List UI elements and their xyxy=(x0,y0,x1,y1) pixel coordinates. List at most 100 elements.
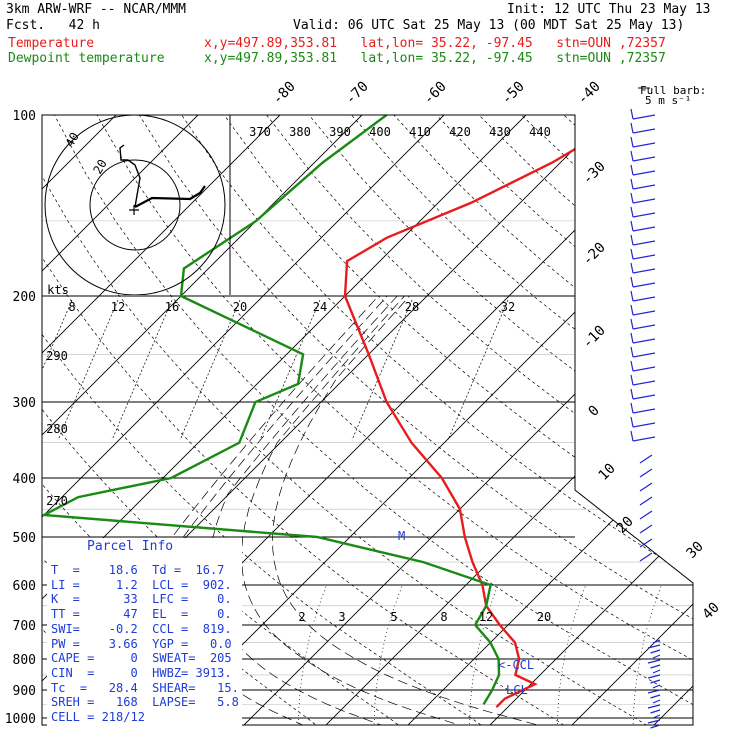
wind-barb-flag xyxy=(630,318,634,330)
parcel-info-title: Parcel Info xyxy=(87,539,174,554)
pressure-tick-label: 500 xyxy=(13,531,36,546)
temperature-tick-label: -70 xyxy=(343,79,372,108)
dewpoint-profile xyxy=(42,115,501,706)
wind-barb xyxy=(632,268,656,274)
wind-barb-flag xyxy=(630,276,634,288)
dry-adiabat xyxy=(266,115,693,725)
wind-barb xyxy=(632,198,656,204)
wind-barb xyxy=(632,240,656,246)
mixing-ratio-label: 5 xyxy=(390,610,397,624)
hodograph-speed-label: kts xyxy=(47,283,69,297)
mixing-ratio-line xyxy=(556,584,587,725)
wind-barb xyxy=(650,664,661,669)
mixing-ratio-label: 8 xyxy=(440,610,447,624)
isotherm-line xyxy=(564,115,693,725)
mixing-ratio-line xyxy=(468,584,499,725)
isotherm-line xyxy=(42,115,445,725)
pressure-tick-label: 1000 xyxy=(5,712,36,727)
temperature-legend-label: Temperature xyxy=(8,36,95,51)
temperature-tick-label: 10 xyxy=(596,461,619,484)
theta-label: 400 xyxy=(369,125,391,139)
pressure-tick-label: 700 xyxy=(13,619,36,634)
parcel-info-line: SREH = 168 LAPSE= 5.8 xyxy=(51,695,239,710)
wind-barb xyxy=(647,719,661,724)
temperature-tick-label: -30 xyxy=(580,159,609,188)
mixing-ratio-label: 12 xyxy=(479,610,493,624)
temperature-profile xyxy=(343,115,634,709)
isotherm-line xyxy=(42,115,527,725)
wind-barb-flag xyxy=(630,262,634,274)
wind-barb xyxy=(632,310,656,316)
pressure-tick-label: 300 xyxy=(13,396,36,411)
wind-barb xyxy=(647,674,661,679)
parcel-info-line: CELL = 218/12 xyxy=(51,710,145,724)
hodograph-speed-label: 16 xyxy=(165,300,179,314)
hodograph-trace-low xyxy=(134,185,206,208)
dry-adiabat xyxy=(42,115,491,725)
wind-barb xyxy=(639,538,653,548)
wind-barb-flag xyxy=(630,332,634,344)
level-marker: M xyxy=(398,529,405,543)
parcel-info-line: T = 18.6 Td = 16.7 xyxy=(51,563,225,577)
moist-adiabat xyxy=(241,295,484,725)
parcel-info-line: SWI= -0.2 CCL = 819. xyxy=(51,621,232,636)
wind-barb xyxy=(632,254,656,260)
parcel-info-line: K = 33 LFC = 0. xyxy=(51,592,232,607)
wind-barb xyxy=(632,170,656,176)
wind-barb xyxy=(647,644,661,649)
wind-barb-flag xyxy=(630,122,634,134)
isotherm-line xyxy=(482,115,693,725)
pressure-tick-label: 600 xyxy=(13,579,36,594)
dry-adiabat xyxy=(648,115,693,725)
temperature-tick-label: 20 xyxy=(614,514,637,537)
temperature-tick-label: 30 xyxy=(684,539,707,562)
hodograph-ring-label-20: 20 xyxy=(90,157,109,177)
temperature-station-info: x,y=497.89,353.81 lat,lon= 35.22, -97.45… xyxy=(204,36,666,51)
wind-barb xyxy=(639,496,653,506)
wind-barb xyxy=(647,704,661,709)
wind-barb xyxy=(632,436,656,442)
wind-barb xyxy=(647,659,661,664)
wind-barb xyxy=(652,639,661,644)
wind-barb xyxy=(652,714,661,719)
wind-barb xyxy=(647,689,661,694)
barb-legend-title: Full barb: xyxy=(640,84,706,97)
theta-label: 370 xyxy=(249,125,271,139)
wind-barb xyxy=(632,128,656,134)
dry-adiabat xyxy=(42,115,658,725)
hodograph-speed-arc xyxy=(259,299,321,441)
wind-barb-flag xyxy=(630,220,634,232)
init-time: Init: 12 UTC Thu 23 May 13 xyxy=(507,2,711,17)
wind-barb xyxy=(632,212,656,218)
wind-barb xyxy=(639,454,653,464)
hodograph-speed-label: 12 xyxy=(111,300,125,314)
wind-barb xyxy=(639,552,653,562)
hodograph-ring-40 xyxy=(44,115,226,295)
mixing-ratio-line xyxy=(373,584,403,725)
dewpoint-legend-label: Dewpoint temperature xyxy=(8,51,165,66)
wind-barb xyxy=(639,482,653,492)
dry-adiabat xyxy=(605,115,693,725)
hodograph-speed-label: 32 xyxy=(501,300,515,314)
barb-legend-unit: 5 m s⁻¹ xyxy=(645,94,691,107)
wind-barb xyxy=(639,524,653,534)
wind-barb-flag xyxy=(630,108,634,120)
theta-label: 420 xyxy=(449,125,471,139)
hodograph-speed-arc xyxy=(447,299,509,441)
theta-label: 410 xyxy=(409,125,431,139)
hodograph-speed-label: 24 xyxy=(313,300,327,314)
hodograph-speed-arc xyxy=(111,299,173,441)
mixing-ratio-line xyxy=(728,585,740,732)
wind-barb xyxy=(652,699,661,704)
hodograph-origin xyxy=(129,205,139,215)
wind-barb xyxy=(650,649,661,654)
wind-barb-flag xyxy=(630,430,634,442)
wind-barb-flag xyxy=(630,248,634,260)
wind-barb xyxy=(650,709,661,714)
temperature-tick-label: 0 xyxy=(586,403,603,420)
wind-barb xyxy=(632,142,656,148)
parcel-info-line: LI = 1.2 LCL = 902. xyxy=(51,577,232,592)
wind-barb-flag xyxy=(630,206,634,218)
pressure-tick-label: 400 xyxy=(13,472,36,487)
hodograph-speed-label: 20 xyxy=(233,300,247,314)
